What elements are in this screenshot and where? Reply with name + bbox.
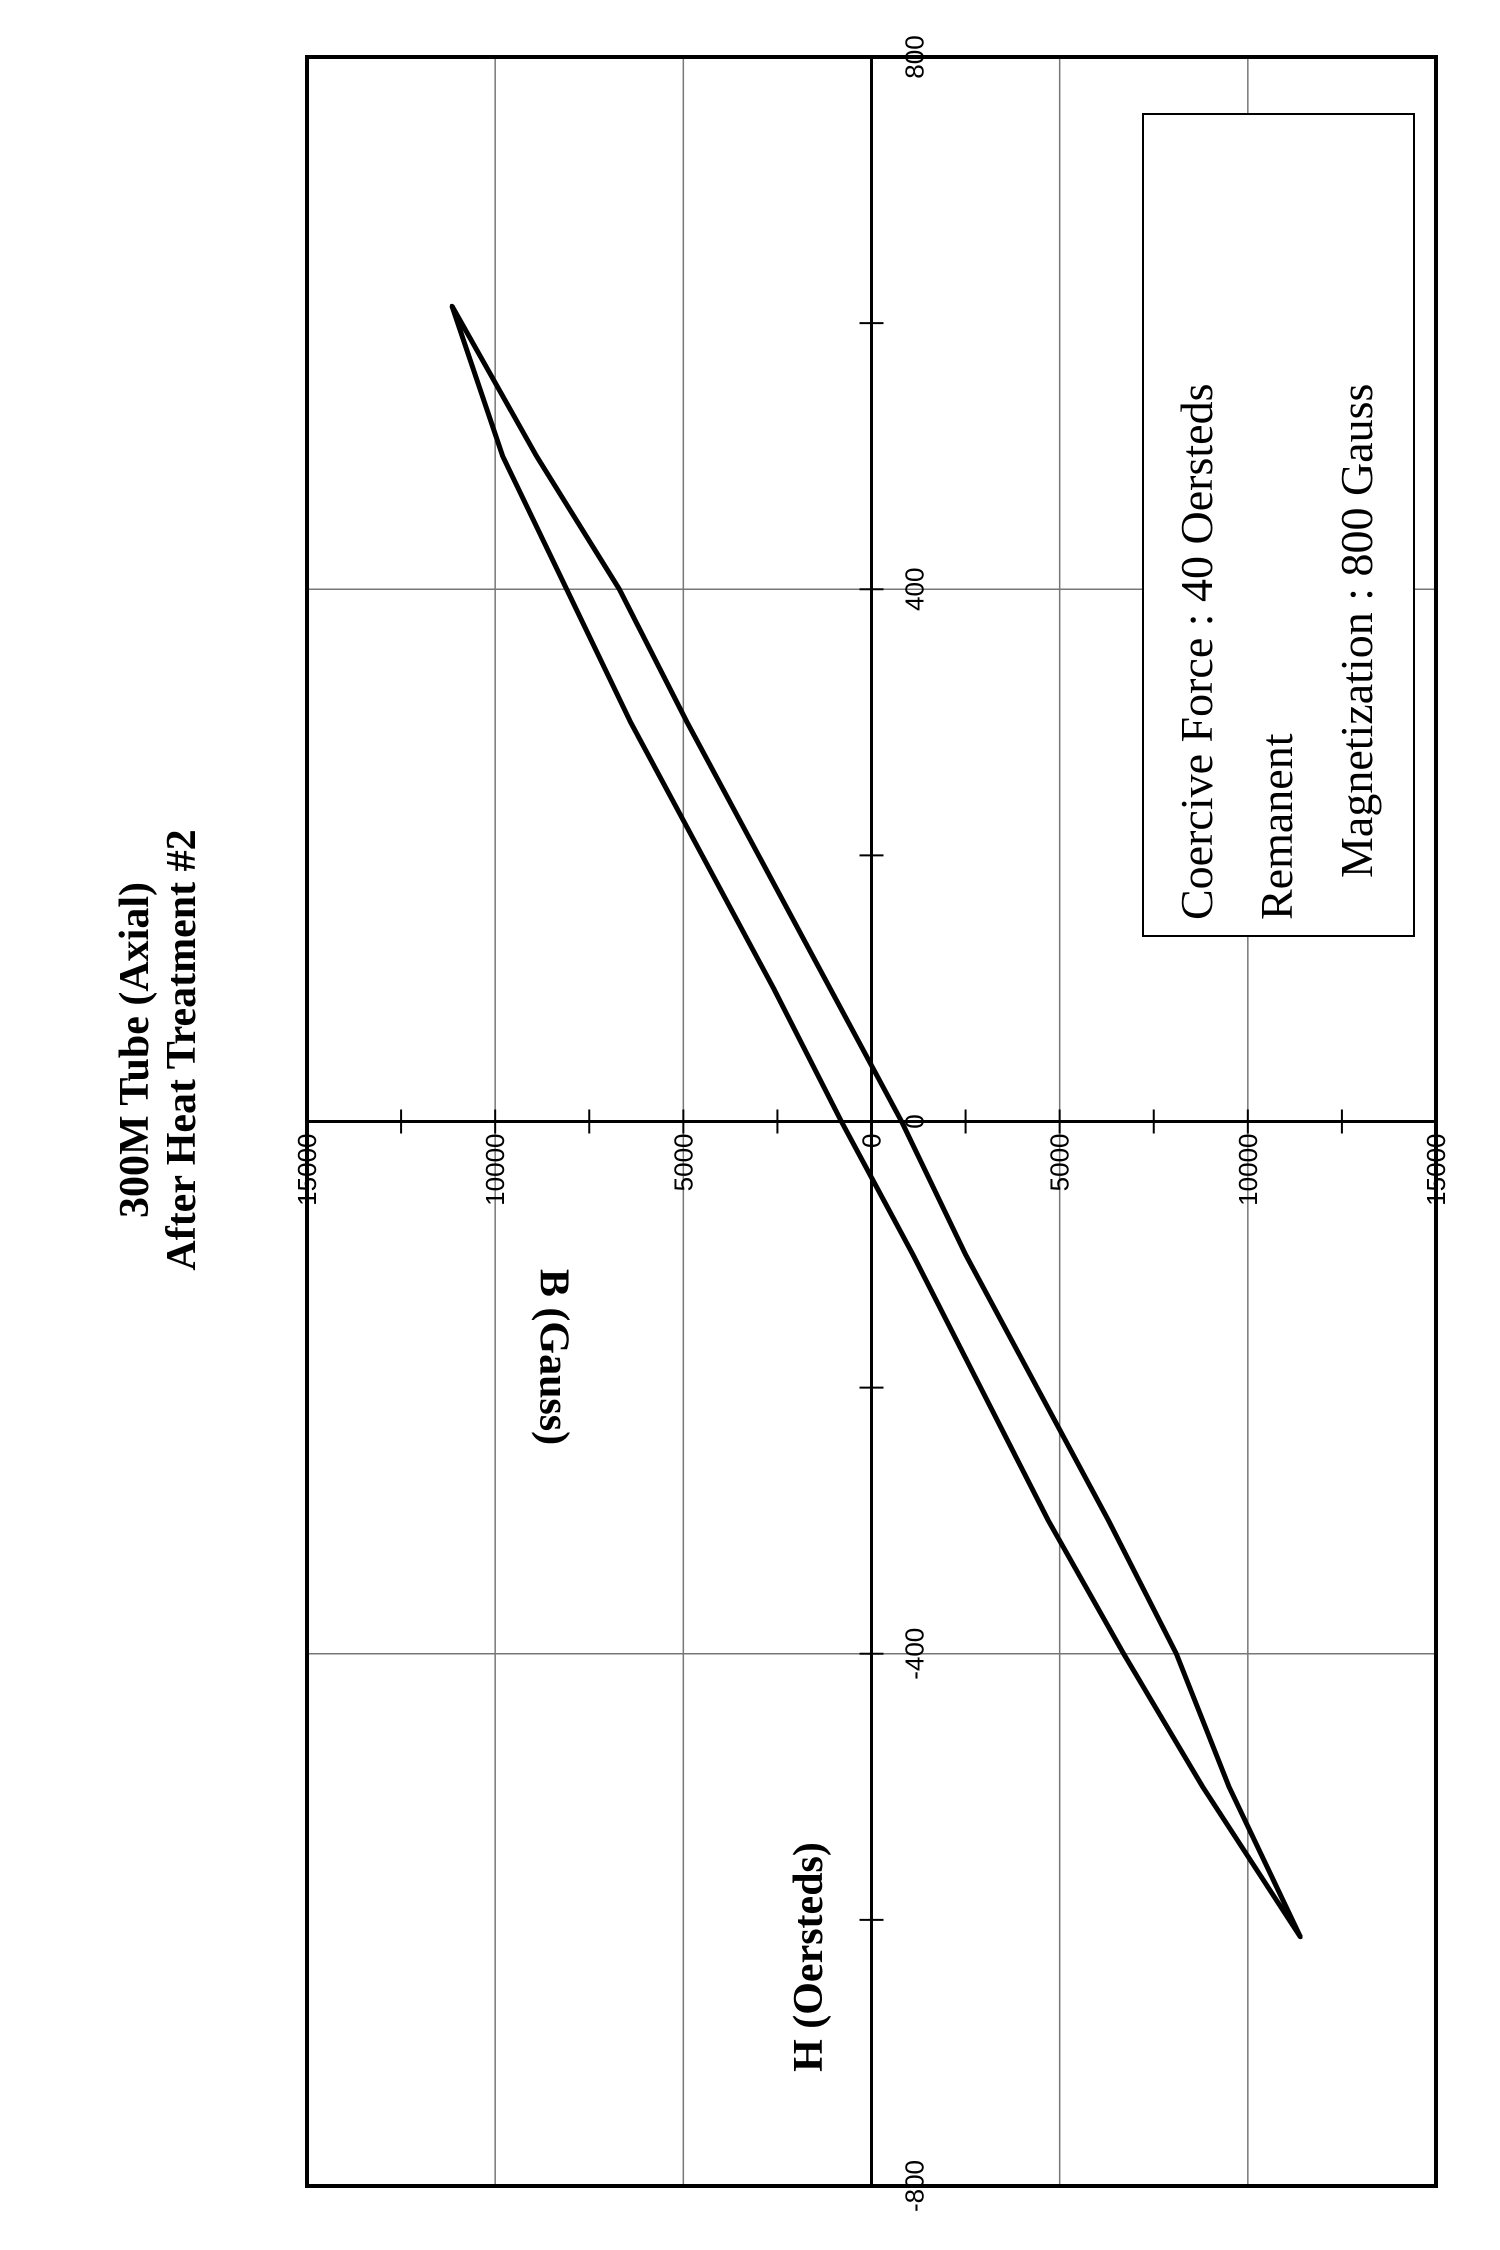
data-point: [1121, 1651, 1126, 1656]
data-point: [500, 454, 505, 459]
data-point: [978, 1385, 983, 1390]
data-point: [449, 303, 454, 308]
data-point: [756, 853, 761, 858]
data-point: [685, 720, 690, 725]
data-point: [899, 1119, 904, 1124]
data-point: [617, 587, 622, 592]
annotation-remanent: Remanent: [1251, 733, 1302, 920]
data-point: [1106, 1518, 1111, 1523]
x-tick-label: 0: [900, 1114, 930, 1128]
data-point: [1298, 1935, 1303, 1940]
data-point: [1227, 1784, 1232, 1789]
annotation-box: Coercive Force : 40 Oersteds Remanent Ma…: [1142, 113, 1415, 937]
data-point: [963, 1252, 968, 1257]
x-tick-label: 400: [900, 568, 930, 611]
data-point: [839, 1119, 844, 1124]
chart-title-line-1: 300M Tube (Axial): [112, 882, 158, 1218]
y-tick-label: 0: [857, 1134, 887, 1148]
x-axis-label: H (Oersteds): [786, 1842, 832, 2072]
data-point: [564, 587, 569, 592]
data-point: [771, 986, 776, 991]
x-tick-label: -400: [900, 1628, 930, 1680]
y-tick-label: 10000: [480, 1134, 510, 1206]
y-tick-label: 10000: [1233, 1134, 1263, 1206]
data-point: [628, 720, 633, 725]
data-point: [700, 853, 705, 858]
data-point: [1174, 1651, 1179, 1656]
data-point: [1200, 1784, 1205, 1789]
annotation-coercive-force: Coercive Force : 40 Oersteds: [1171, 383, 1222, 920]
data-point: [828, 986, 833, 991]
y-tick-label: 5000: [668, 1134, 698, 1192]
data-point: [1046, 1518, 1051, 1523]
y-axis-label: B (Gauss): [530, 1269, 576, 1445]
data-point: [534, 454, 539, 459]
y-tick-label: 5000: [1045, 1134, 1075, 1192]
data-series: [449, 303, 1303, 1940]
annotation-magnetization: Magnetization : 800 Gauss: [1331, 384, 1382, 878]
plot-frame: [305, 55, 1438, 2188]
chart-title-line-2: After Heat Treatment #2: [159, 829, 205, 1270]
data-point: [910, 1252, 915, 1257]
data-point: [1035, 1385, 1040, 1390]
